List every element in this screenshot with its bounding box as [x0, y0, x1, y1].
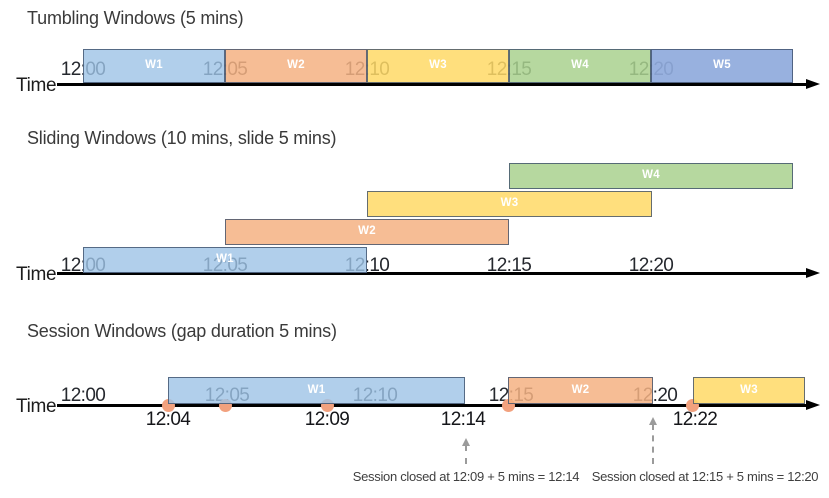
sliding-timeline-axis	[57, 272, 806, 275]
session-diagram-title: Session Windows (gap duration 5 mins)	[27, 321, 337, 341]
tumbling-window-label-w4: W4	[571, 59, 589, 72]
tumbling-window-w3: W3	[367, 49, 509, 83]
sliding-timeline-arrowhead-icon	[806, 267, 820, 278]
tumbling-diagram-title: Tumbling Windows (5 mins)	[27, 8, 244, 28]
session-window-label-w2: W2	[571, 383, 590, 396]
session-timeline-axis	[57, 404, 806, 407]
tumbling-window-w4: W4	[509, 49, 651, 83]
tumbling-window-label-w2: W2	[287, 59, 305, 72]
session-window-w3: W3	[693, 377, 805, 404]
session-close-annotation-0: Session closed at 12:09 + 5 mins = 12:14	[352, 469, 580, 484]
tumbling-window-label-w5: W5	[713, 59, 731, 72]
tumbling-window-w1: W1	[83, 49, 225, 83]
session-event-time-12:14: 12:14	[440, 409, 486, 430]
tumbling-timeline-arrowhead-icon	[806, 78, 820, 89]
sliding-window-label-w3: W3	[500, 197, 519, 210]
tumbling-window-w5: W5	[651, 49, 793, 83]
session-window-w2: W2	[508, 377, 653, 404]
tumbling-window-w2: W2	[225, 49, 367, 83]
tumbling-time-axis-label: Time	[16, 75, 57, 96]
sliding-window-w2: W2	[225, 219, 509, 245]
sliding-tick-12:20: 12:20	[628, 255, 674, 276]
session-close-arrow-line-1	[652, 424, 654, 464]
session-tick-12:00: 12:00	[60, 385, 106, 406]
session-close-arrowhead-icon-0	[461, 438, 470, 446]
session-timeline-arrowhead-icon	[806, 399, 820, 410]
sliding-window-w1: W1	[83, 247, 367, 273]
session-event-time-12:09: 12:09	[304, 409, 350, 430]
sliding-window-w3: W3	[367, 191, 652, 217]
sliding-tick-12:15: 12:15	[486, 255, 532, 276]
session-event-time-12:04: 12:04	[145, 409, 191, 430]
sliding-window-label-w2: W2	[358, 225, 376, 238]
session-close-arrowhead-icon-1	[648, 417, 657, 425]
session-window-label-w1: W1	[307, 383, 326, 396]
session-window-w1: W1	[168, 377, 465, 404]
sliding-time-axis-label: Time	[16, 264, 57, 285]
tumbling-timeline-axis	[57, 83, 806, 86]
session-time-axis-label: Time	[16, 396, 57, 417]
sliding-window-w4: W4	[509, 163, 793, 189]
tumbling-window-label-w3: W3	[429, 59, 447, 72]
session-close-annotation-1: Session closed at 12:15 + 5 mins = 12:20	[591, 469, 819, 484]
sliding-diagram-title: Sliding Windows (10 mins, slide 5 mins)	[27, 128, 337, 148]
sliding-window-label-w1: W1	[216, 253, 234, 266]
tumbling-window-label-w1: W1	[145, 59, 163, 72]
session-window-label-w3: W3	[740, 383, 758, 396]
sliding-window-label-w4: W4	[642, 169, 660, 182]
session-close-arrow-line-0	[465, 445, 467, 464]
session-event-time-12:22: 12:22	[672, 409, 718, 430]
